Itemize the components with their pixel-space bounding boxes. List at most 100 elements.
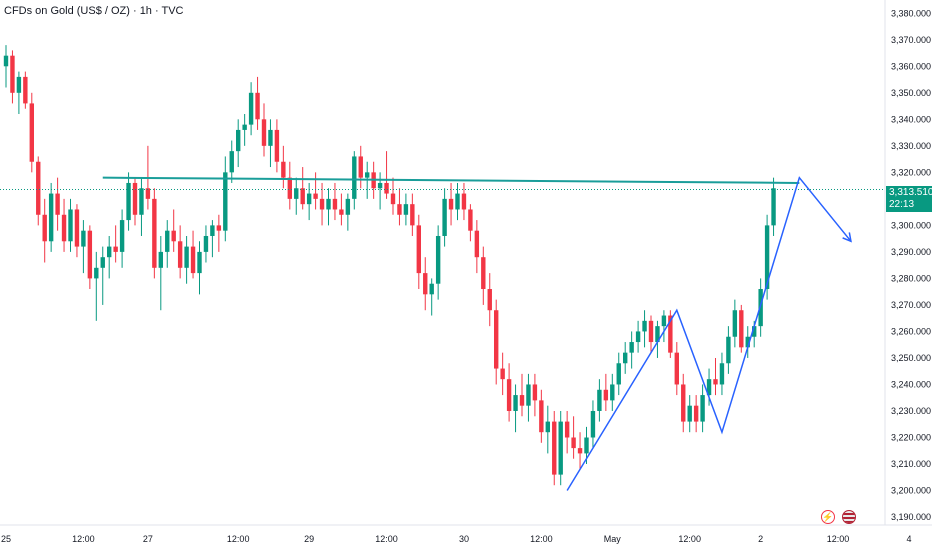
candle-body [210,225,215,236]
candle-body [435,235,441,284]
time-tick-label: 12:00 [678,534,701,544]
candle-body [10,55,15,93]
candle-body [274,129,280,162]
candle-body [268,129,273,146]
price-tick-label: 3,280.000 [891,273,931,283]
candle-body [94,267,99,279]
candle-body [642,320,647,332]
symbol-title: CFDs on Gold (US$ / OZ) · 1h · TVC [4,5,184,17]
candle-body [3,55,9,67]
candle-body [403,204,409,215]
candle-body [203,235,209,252]
candle-body [165,230,170,252]
candle-body [390,193,396,205]
candle-body [410,204,415,226]
candle-body [668,315,673,353]
candle-body [616,363,621,385]
price-tick-label: 3,360.000 [891,61,931,71]
candle-body [610,384,615,401]
candle-body [61,214,67,242]
price-tick-label: 3,320.000 [891,167,931,177]
price-axis[interactable]: 3,380.000 3,370.000 3,360.000 3,350.000 3,34… [891,8,931,522]
candle-body [152,198,157,268]
candle-body [629,342,634,353]
price-tick-label: 3,350.000 [891,88,931,98]
candle-body [358,156,363,178]
candle-body [693,405,699,422]
time-tick-label: 29 [304,534,314,544]
candle-body [158,251,163,268]
bar-countdown: 22:13 [889,199,915,210]
candle-body [726,336,731,364]
candle-body [661,315,667,327]
price-tick-label: 3,300.000 [891,220,931,230]
time-axis[interactable]: 25 12:00 27 12:00 29 12:00 30 12:00 May 12:00 2 12:… [1,534,932,544]
candle-body [306,193,312,205]
candle-body [745,336,750,348]
candle-body [190,246,196,274]
candle-body [442,198,447,236]
price-tick-label: 3,290.000 [891,247,931,257]
candle-body [384,182,389,194]
candle-body [635,331,641,343]
candle-body [752,326,757,337]
candle-body [500,368,505,380]
candle-body [365,172,370,178]
candle-body [648,320,654,343]
candle-body [429,283,434,295]
candle-body [532,384,538,401]
candle-body [29,103,34,162]
candle-body [687,405,692,422]
candle-body [184,246,189,268]
candle-body [216,225,222,231]
time-tick-label: 27 [143,534,153,544]
candle-body [223,172,228,231]
candle-body [603,389,609,401]
candle-body [739,310,744,348]
time-tick-label: 30 [459,534,469,544]
candle-body [255,92,260,120]
candle-body [236,129,241,152]
time-tick-label: 12:00 [530,534,553,544]
candle-body [345,198,351,215]
candle-body [197,251,202,274]
candle-body [177,241,183,268]
candle-body [145,188,151,199]
candle-body [423,273,428,295]
candle-body [719,363,725,385]
candle-body [590,410,596,438]
candle-body [655,326,660,343]
zigzag-pattern [566,176,852,491]
candle-body [771,188,776,226]
price-tick-label: 3,220.000 [891,433,931,443]
candle-body [23,76,28,104]
candle-body [119,220,125,252]
candle-body [107,246,112,258]
time-tick-label: 12:00 [827,534,850,544]
price-tick-label: 3,330.000 [891,141,931,151]
candle-body [597,389,602,411]
candle-body [339,209,344,215]
candle-body [539,400,544,433]
time-tick-label: 12:00 [375,534,398,544]
price-tick-label: 3,210.000 [891,459,931,469]
candle-body [55,193,60,215]
candle-body [545,421,550,433]
candle-body [126,182,131,221]
candle-body [294,188,299,199]
candlestick-series [3,45,776,486]
candle-body [229,151,234,173]
lightning-icon[interactable]: ⚡ [821,510,835,524]
candle-body [16,76,22,93]
candle-body [552,421,557,475]
last-price-label: 3,313.510 22:13 [886,186,932,212]
us-flag-icon[interactable] [842,510,856,524]
price-tick-label: 3,260.000 [891,326,931,336]
candle-body [100,257,105,268]
price-tick-label: 3,250.000 [891,353,931,363]
candle-body [81,230,86,247]
time-tick-label: 12:00 [72,534,95,544]
time-tick-label: May [604,534,622,544]
candle-body [171,230,176,242]
